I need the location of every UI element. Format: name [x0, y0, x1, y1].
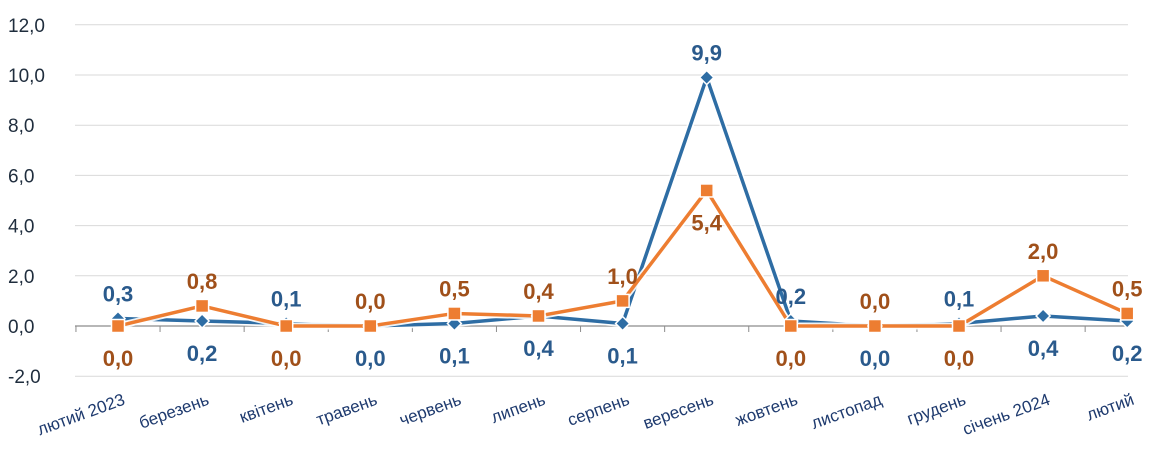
- data-point: [1035, 268, 1051, 284]
- data-point: [447, 306, 462, 321]
- data-label: 0,1: [944, 286, 975, 311]
- data-point: [614, 315, 631, 332]
- data-label: 0,8: [187, 269, 218, 294]
- data-label: 0,1: [271, 286, 302, 311]
- data-point: [278, 318, 294, 334]
- data-label: 0,0: [271, 346, 302, 371]
- data-label: 0,1: [607, 343, 638, 368]
- data-label: 0,0: [355, 289, 386, 314]
- data-label: 0,3: [103, 281, 134, 306]
- y-tick-label: 8,0: [8, 116, 34, 137]
- data-label: 0,1: [439, 343, 470, 368]
- x-tick-label: лютий: [1084, 390, 1137, 425]
- data-label: 0,4: [1028, 336, 1059, 361]
- data-point: [951, 318, 967, 334]
- data-label: 1,0: [607, 264, 638, 289]
- x-tick-label: грудень: [905, 390, 969, 429]
- data-label: 0,2: [1112, 341, 1143, 366]
- y-tick-label: 0,0: [8, 317, 34, 338]
- x-tick-label: квітень: [237, 390, 296, 427]
- data-label: 9,9: [691, 41, 722, 66]
- x-tick-label: березень: [137, 390, 212, 433]
- x-tick-label: травень: [314, 390, 380, 430]
- data-label: 0,0: [103, 346, 134, 371]
- x-tick-label: вересень: [641, 390, 717, 433]
- data-label: 0,5: [439, 276, 470, 301]
- data-point: [615, 293, 630, 309]
- x-tick-label: липень: [488, 390, 548, 427]
- data-label: 0,0: [776, 346, 807, 371]
- data-point: [1035, 307, 1052, 325]
- x-tick-label: лютий 2023: [35, 390, 128, 439]
- data-point: [698, 69, 715, 86]
- y-tick-label: 6,0: [8, 166, 34, 187]
- y-tick-label: -2,0: [8, 367, 41, 388]
- data-label: 5,4: [691, 210, 722, 235]
- data-label: 0,2: [776, 284, 807, 309]
- data-label: 0,4: [523, 336, 554, 361]
- y-axis: -2,0 0,0 2,0 4,0 6,0 8,0 10,0 12,0: [8, 16, 45, 388]
- data-label: 0,0: [860, 346, 891, 371]
- y-tick-label: 12,0: [8, 16, 45, 37]
- data-point: [867, 318, 883, 334]
- data-label: 2,0: [1028, 239, 1059, 264]
- data-point: [194, 298, 210, 314]
- data-point: [194, 312, 211, 330]
- y-tick-label: 10,0: [8, 66, 45, 87]
- data-label: 0,0: [860, 289, 891, 314]
- data-point: [1119, 306, 1135, 321]
- data-label: 0,5: [1112, 276, 1143, 301]
- data-label: 0,0: [944, 346, 975, 371]
- data-label: 0,0: [355, 346, 386, 371]
- x-tick-label: листопад: [809, 390, 885, 433]
- y-tick-label: 2,0: [8, 267, 34, 288]
- data-point: [699, 183, 714, 198]
- x-tick-label: серпень: [565, 390, 632, 430]
- data-label: 0,2: [187, 341, 218, 366]
- data-labels: 0,3 0,2 0,1 0,0 0,1 0,4 0,1 9,9 0,2 0,0 0,1 0,4 0,2 0…: [103, 41, 1143, 371]
- data-point: [110, 318, 126, 334]
- x-tick-label: жовтень: [733, 390, 801, 430]
- series-layer: [109, 69, 1136, 335]
- data-point: [363, 318, 378, 334]
- y-tick-label: 4,0: [8, 217, 34, 238]
- data-point: [783, 318, 799, 334]
- data-label: 0,4: [523, 279, 554, 304]
- x-tick-label: січень 2024: [960, 390, 1052, 439]
- data-point: [531, 308, 546, 324]
- x-tick-label: червень: [397, 390, 464, 430]
